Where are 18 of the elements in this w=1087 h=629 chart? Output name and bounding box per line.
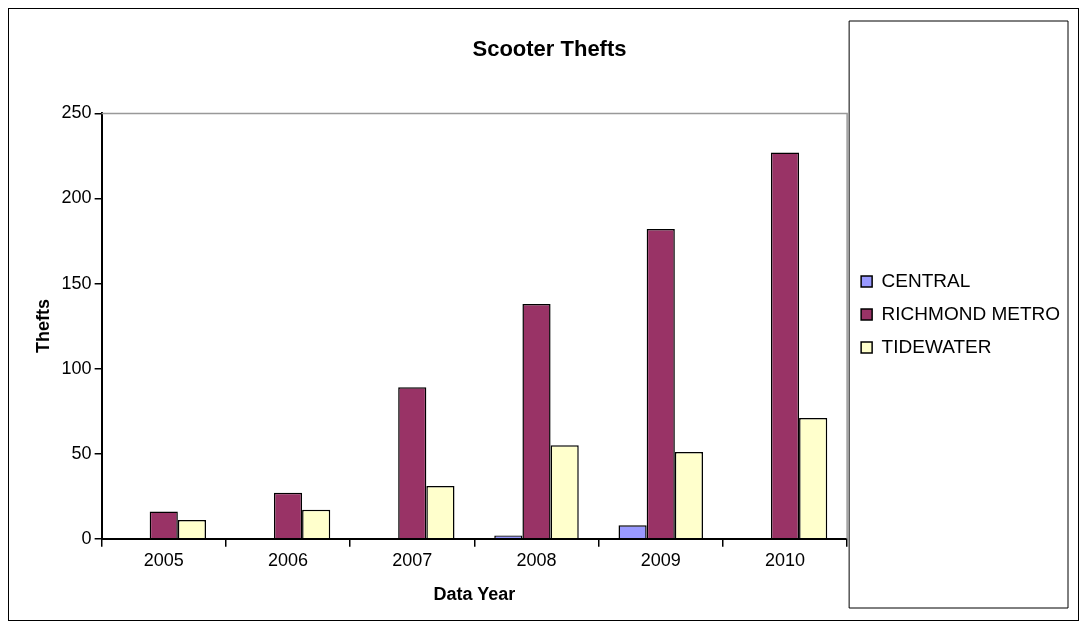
y-tick-label: 100	[61, 357, 92, 378]
chart-title: Scooter Thefts	[472, 36, 627, 62]
y-tick-label: 250	[61, 102, 92, 123]
x-tick-label: 2008	[516, 549, 557, 570]
y-tick-label: 150	[61, 272, 92, 293]
x-tick-label: 2005	[143, 549, 184, 570]
x-tick-label: 2006	[267, 549, 309, 570]
legend-label: CENTRAL	[881, 269, 971, 291]
legend-label: RICHMOND METRO	[881, 302, 1061, 324]
y-tick-label: 0	[81, 527, 92, 548]
x-tick-label: 2010	[764, 549, 806, 570]
y-axis-title: Thefts	[32, 299, 53, 354]
x-tick-label: 2009	[640, 549, 681, 570]
x-axis-title: Data Year	[433, 584, 516, 605]
x-tick-label: 2007	[392, 549, 433, 570]
y-tick-label: 50	[71, 442, 92, 463]
y-tick-label: 200	[61, 187, 92, 208]
legend-label: TIDEWATER	[881, 335, 992, 357]
